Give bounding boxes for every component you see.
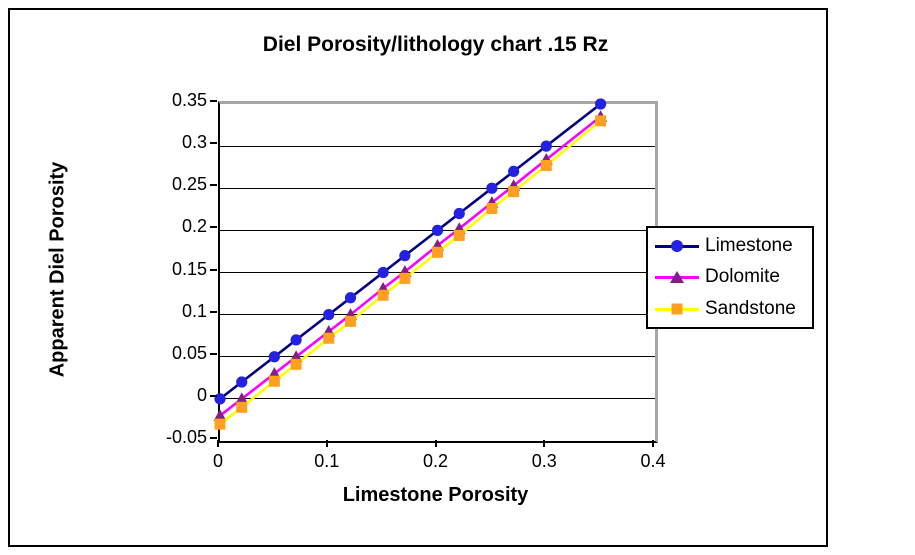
sandstone-marker	[399, 272, 411, 284]
y-tick-label: -0.05	[165, 427, 207, 447]
y-tick-label: 0	[196, 384, 207, 405]
legend-label: Limestone	[705, 234, 793, 256]
limestone-marker	[486, 182, 498, 194]
limestone-marker	[214, 393, 226, 405]
sandstone-marker	[486, 202, 498, 214]
y-axis-tick	[210, 142, 217, 145]
y-axis-tick	[210, 226, 217, 229]
gridline	[220, 145, 655, 147]
plot-area	[213, 98, 658, 443]
y-axis-title: Apparent Diel Porosity	[46, 161, 69, 378]
limestone-marker	[344, 292, 357, 304]
dolomite-marker	[235, 392, 249, 405]
gridline	[220, 187, 655, 189]
sandstone-marker	[540, 160, 552, 172]
y-tick-label: 0.3	[181, 132, 207, 153]
sandstone-marker	[377, 289, 389, 301]
y-axis-tick	[210, 437, 217, 439]
x-axis-tick	[652, 440, 654, 447]
sandstone-marker	[595, 115, 607, 127]
y-tick-label: 0.2	[181, 216, 207, 237]
limestone-marker	[236, 376, 248, 388]
legend-item-sandstone: Sandstone	[648, 298, 812, 320]
y-axis-tick	[210, 184, 217, 187]
dolomite-marker	[213, 409, 227, 421]
sandstone-marker	[236, 401, 248, 413]
x-axis-tick	[543, 440, 546, 447]
dolomite-triangle-marker-icon	[670, 271, 684, 284]
gridline	[220, 314, 655, 316]
sandstone-square-marker-icon	[671, 303, 683, 315]
legend: Limestone Dolomite Sandstone	[646, 226, 814, 329]
series-layer	[213, 98, 608, 430]
gridline	[220, 272, 655, 273]
sandstone-marker	[345, 315, 356, 327]
sandstone-marker	[432, 246, 443, 258]
limestone-marker	[290, 334, 302, 346]
legend-item-dolomite: Dolomite	[648, 266, 812, 288]
y-tick-label: 0.35	[171, 90, 207, 110]
sandstone-marker	[290, 358, 302, 370]
limestone-marker	[323, 309, 335, 321]
y-tick-label: 0.25	[171, 174, 207, 195]
sandstone-marker	[323, 332, 335, 344]
limestone-marker	[377, 266, 389, 279]
limestone-marker	[453, 207, 465, 220]
y-axis-tick	[210, 394, 217, 397]
x-axis-tick	[217, 440, 219, 447]
x-tick-label: 0.1	[314, 451, 340, 471]
sandstone-marker	[453, 229, 465, 241]
y-tick-label: 0.15	[171, 258, 207, 279]
gridline	[220, 398, 655, 400]
y-axis-tick	[210, 100, 217, 102]
dolomite-swatch	[655, 270, 699, 284]
x-tick-label: 0.3	[531, 451, 557, 471]
limestone-marker	[540, 140, 552, 152]
x-tick-label: 0.4	[640, 451, 666, 471]
y-axis-tick	[210, 352, 217, 355]
chart-title: Diel Porosity/lithology chart .15 Rz	[262, 33, 609, 56]
limestone-marker	[431, 224, 444, 236]
x-tick-label: 0.2	[422, 451, 449, 471]
y-axis-tick	[210, 268, 217, 271]
sandstone-swatch	[655, 302, 699, 316]
sandstone-marker	[268, 375, 280, 387]
x-axis-title: Limestone Porosity	[342, 484, 529, 506]
x-tick-label: 0	[212, 451, 223, 471]
limestone-marker	[268, 351, 280, 363]
limestone-marker	[595, 98, 607, 110]
gridline	[220, 356, 655, 358]
limestone-marker	[399, 250, 411, 262]
y-tick-label: 0.05	[171, 342, 207, 363]
legend-label: Sandstone	[705, 298, 796, 320]
legend-label: Dolomite	[705, 266, 780, 288]
x-axis-tick	[434, 440, 437, 447]
legend-item-limestone: Limestone	[648, 235, 812, 257]
limestone-marker	[508, 165, 520, 177]
sandstone-marker	[214, 418, 226, 430]
x-axis-tick	[325, 440, 328, 447]
y-axis-tick	[210, 310, 217, 313]
y-tick-label: 0.1	[181, 300, 207, 321]
limestone-swatch	[655, 239, 699, 253]
limestone-circle-marker-icon	[671, 239, 683, 252]
sandstone-marker	[508, 186, 520, 198]
